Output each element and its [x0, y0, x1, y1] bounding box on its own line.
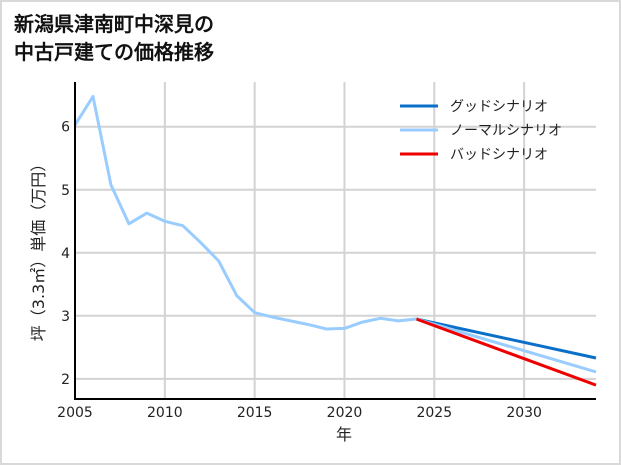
series-line	[415, 317, 597, 387]
grid-lines	[74, 82, 596, 399]
chart-title-line-2: 中古戸建ての価格推移	[14, 40, 214, 64]
tick-labels: 2005 2010 2015 2020 2025 2030 2 3 4 5 6	[57, 120, 542, 421]
legend-label: グッドシナリオ	[450, 99, 548, 115]
y-tick-label: 2	[61, 372, 70, 388]
legend-label: バッドシナリオ	[450, 147, 548, 163]
legend-label: ノーマルシナリオ	[450, 123, 562, 139]
x-axis-label: 年	[336, 425, 352, 444]
y-tick-label: 5	[61, 183, 70, 199]
series-line	[73, 95, 417, 331]
x-tick-label: 2020	[327, 405, 363, 421]
axes	[74, 82, 596, 400]
series-line	[415, 317, 597, 374]
chart-title: 新潟県津南町中深見の 中古戸建ての価格推移	[14, 10, 214, 66]
y-tick-label: 3	[61, 309, 70, 325]
y-axis-label: 坪（3.3㎡）単価（万円）	[29, 156, 48, 341]
x-tick-label: 2025	[416, 405, 452, 421]
series-line	[415, 317, 597, 360]
x-tick-label: 2015	[237, 405, 273, 421]
chart-title-line-1: 新潟県津南町中深見の	[14, 12, 214, 36]
x-tick-label: 2005	[57, 405, 93, 421]
x-tick-label: 2030	[506, 405, 542, 421]
data-series	[73, 95, 597, 387]
y-tick-label: 6	[61, 120, 70, 136]
x-tick-label: 2010	[147, 405, 183, 421]
y-tick-label: 4	[61, 246, 70, 262]
